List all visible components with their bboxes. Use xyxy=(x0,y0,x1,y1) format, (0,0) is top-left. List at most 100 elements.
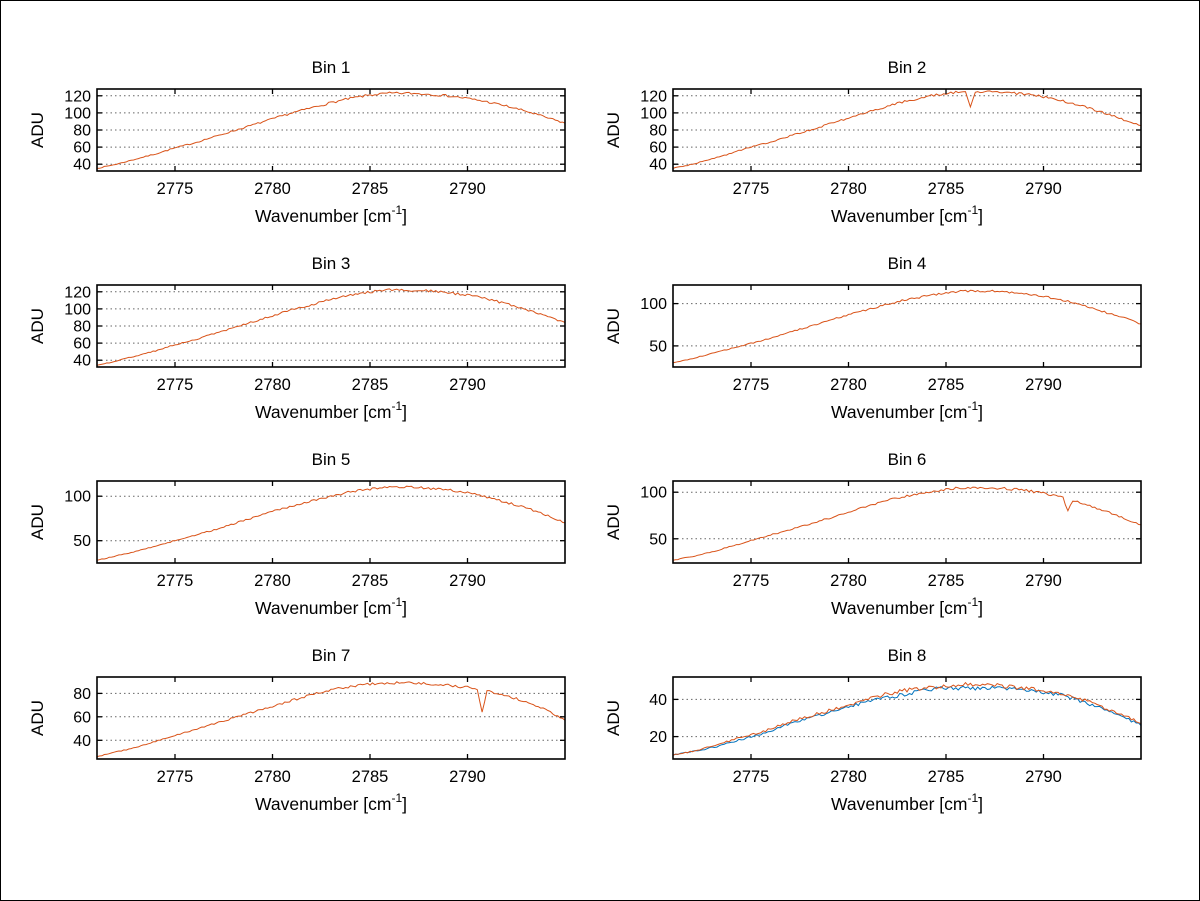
x-tick-label: 2785 xyxy=(928,180,965,198)
chart-svg: 2775 2780 2785 2790 50 100 Bin 4 Wavenumber [cm… xyxy=(604,254,1142,422)
subplot-bin-5: 2775 2780 2785 2790 50 100 Bin 5 Wavenumber [cm… xyxy=(13,423,589,619)
series-line xyxy=(673,685,1141,756)
y-tick-label: 100 xyxy=(640,105,667,122)
y-tick-label: 50 xyxy=(649,531,667,548)
series-line xyxy=(673,681,1141,756)
y-tick-label: 60 xyxy=(73,140,91,157)
subplot-bin-1: 2775 2780 2785 2790 40 60 80 100 120 Bin 1 Wavenum… xyxy=(13,31,589,227)
x-tick-label: 2785 xyxy=(352,768,389,786)
y-tick-label: 40 xyxy=(73,157,91,174)
x-tick-label: 2785 xyxy=(352,376,389,394)
series-line xyxy=(673,486,1141,561)
subplot-grid: 2775 2780 2785 2790 40 60 80 100 120 Bin 1 Wavenum… xyxy=(13,31,1165,815)
y-tick-label: 100 xyxy=(640,296,667,313)
series-line xyxy=(97,288,565,366)
subplot-bin-3: 2775 2780 2785 2790 40 60 80 100 120 Bin 3 Wavenum… xyxy=(13,227,589,423)
y-tick-label: 40 xyxy=(73,353,91,370)
x-tick-label: 2785 xyxy=(352,572,389,590)
series-line xyxy=(97,681,565,758)
chart-title: Bin 2 xyxy=(888,58,927,77)
x-tick-label: 2790 xyxy=(1025,768,1062,786)
x-tick-label: 2780 xyxy=(254,768,291,786)
x-tick-label: 2780 xyxy=(254,376,291,394)
y-tick-label: 50 xyxy=(649,338,667,355)
y-tick-label: 60 xyxy=(73,709,91,726)
x-tick-label: 2775 xyxy=(157,180,194,198)
plot-box xyxy=(672,480,1142,564)
x-tick-label: 2790 xyxy=(449,768,486,786)
subplot-bin-7: 2775 2780 2785 2790 40 60 80 Bin 7 Wavenumber [c… xyxy=(13,619,589,815)
chart-title: Bin 8 xyxy=(888,646,927,665)
chart-title: Bin 1 xyxy=(312,58,351,77)
series-line xyxy=(97,91,565,169)
x-tick-label: 2785 xyxy=(928,376,965,394)
subplot-bin-4: 2775 2780 2785 2790 50 100 Bin 4 Wavenumber [cm… xyxy=(589,227,1165,423)
y-axis-label: ADU xyxy=(28,112,47,148)
x-axis-label: Wavenumber [cm-1] xyxy=(255,399,407,422)
x-tick-label: 2785 xyxy=(352,180,389,198)
y-tick-label: 120 xyxy=(640,88,667,105)
chart-title: Bin 7 xyxy=(312,646,351,665)
plot-box xyxy=(672,676,1142,760)
y-axis-label: ADU xyxy=(28,700,47,736)
subplot-bin-2: 2775 2780 2785 2790 40 60 80 100 120 Bin 2 Wavenum… xyxy=(589,31,1165,227)
y-axis-label: ADU xyxy=(604,700,623,736)
series-line xyxy=(673,90,1141,169)
chart-title: Bin 4 xyxy=(888,254,927,273)
x-tick-label: 2790 xyxy=(1025,572,1062,590)
y-tick-label: 60 xyxy=(73,336,91,353)
y-tick-label: 80 xyxy=(73,319,91,336)
x-axis-label: Wavenumber [cm-1] xyxy=(831,791,983,814)
y-tick-label: 40 xyxy=(649,692,667,709)
y-tick-label: 100 xyxy=(64,301,91,318)
series-line xyxy=(673,289,1141,364)
x-tick-label: 2775 xyxy=(733,572,770,590)
x-tick-label: 2775 xyxy=(157,376,194,394)
x-tick-label: 2780 xyxy=(830,376,867,394)
x-tick-label: 2785 xyxy=(928,572,965,590)
y-tick-label: 20 xyxy=(649,729,667,746)
x-axis-label: Wavenumber [cm-1] xyxy=(255,791,407,814)
x-tick-label: 2775 xyxy=(733,768,770,786)
subplot-bin-8: 2775 2780 2785 2790 20 40 Bin 8 Wavenumber [cm-… xyxy=(589,619,1165,815)
y-tick-label: 50 xyxy=(73,533,91,550)
x-tick-label: 2780 xyxy=(830,572,867,590)
y-tick-label: 120 xyxy=(64,88,91,105)
x-axis-label: Wavenumber [cm-1] xyxy=(831,203,983,226)
x-tick-label: 2790 xyxy=(1025,180,1062,198)
y-tick-label: 40 xyxy=(649,157,667,174)
y-tick-label: 100 xyxy=(64,489,91,506)
x-tick-label: 2790 xyxy=(449,572,486,590)
y-axis-label: ADU xyxy=(28,308,47,344)
chart-title: Bin 6 xyxy=(888,450,927,469)
plot-box xyxy=(672,284,1142,368)
y-tick-label: 60 xyxy=(649,140,667,157)
y-axis-label: ADU xyxy=(604,112,623,148)
x-tick-label: 2775 xyxy=(157,572,194,590)
y-tick-label: 120 xyxy=(64,284,91,301)
y-tick-label: 80 xyxy=(73,686,91,703)
x-tick-label: 2785 xyxy=(928,768,965,786)
x-tick-label: 2790 xyxy=(449,376,486,394)
x-tick-label: 2790 xyxy=(449,180,486,198)
subplot-bin-6: 2775 2780 2785 2790 50 100 Bin 6 Wavenumber [cm… xyxy=(589,423,1165,619)
chart-title: Bin 5 xyxy=(312,450,351,469)
x-tick-label: 2780 xyxy=(254,572,291,590)
x-tick-label: 2780 xyxy=(254,180,291,198)
x-axis-label: Wavenumber [cm-1] xyxy=(255,203,407,226)
plot-box xyxy=(96,676,566,760)
y-tick-label: 80 xyxy=(73,123,91,140)
y-tick-label: 100 xyxy=(64,105,91,122)
y-tick-label: 80 xyxy=(649,123,667,140)
chart-title: Bin 3 xyxy=(312,254,351,273)
y-tick-label: 100 xyxy=(640,485,667,502)
y-axis-label: ADU xyxy=(28,504,47,540)
chart-svg: 2775 2780 2785 2790 20 40 Bin 8 Wavenumber [cm-… xyxy=(604,646,1142,814)
chart-svg: 2775 2780 2785 2790 50 100 Bin 6 Wavenumber [cm… xyxy=(604,450,1142,618)
series-line xyxy=(97,485,565,561)
x-tick-label: 2775 xyxy=(733,180,770,198)
